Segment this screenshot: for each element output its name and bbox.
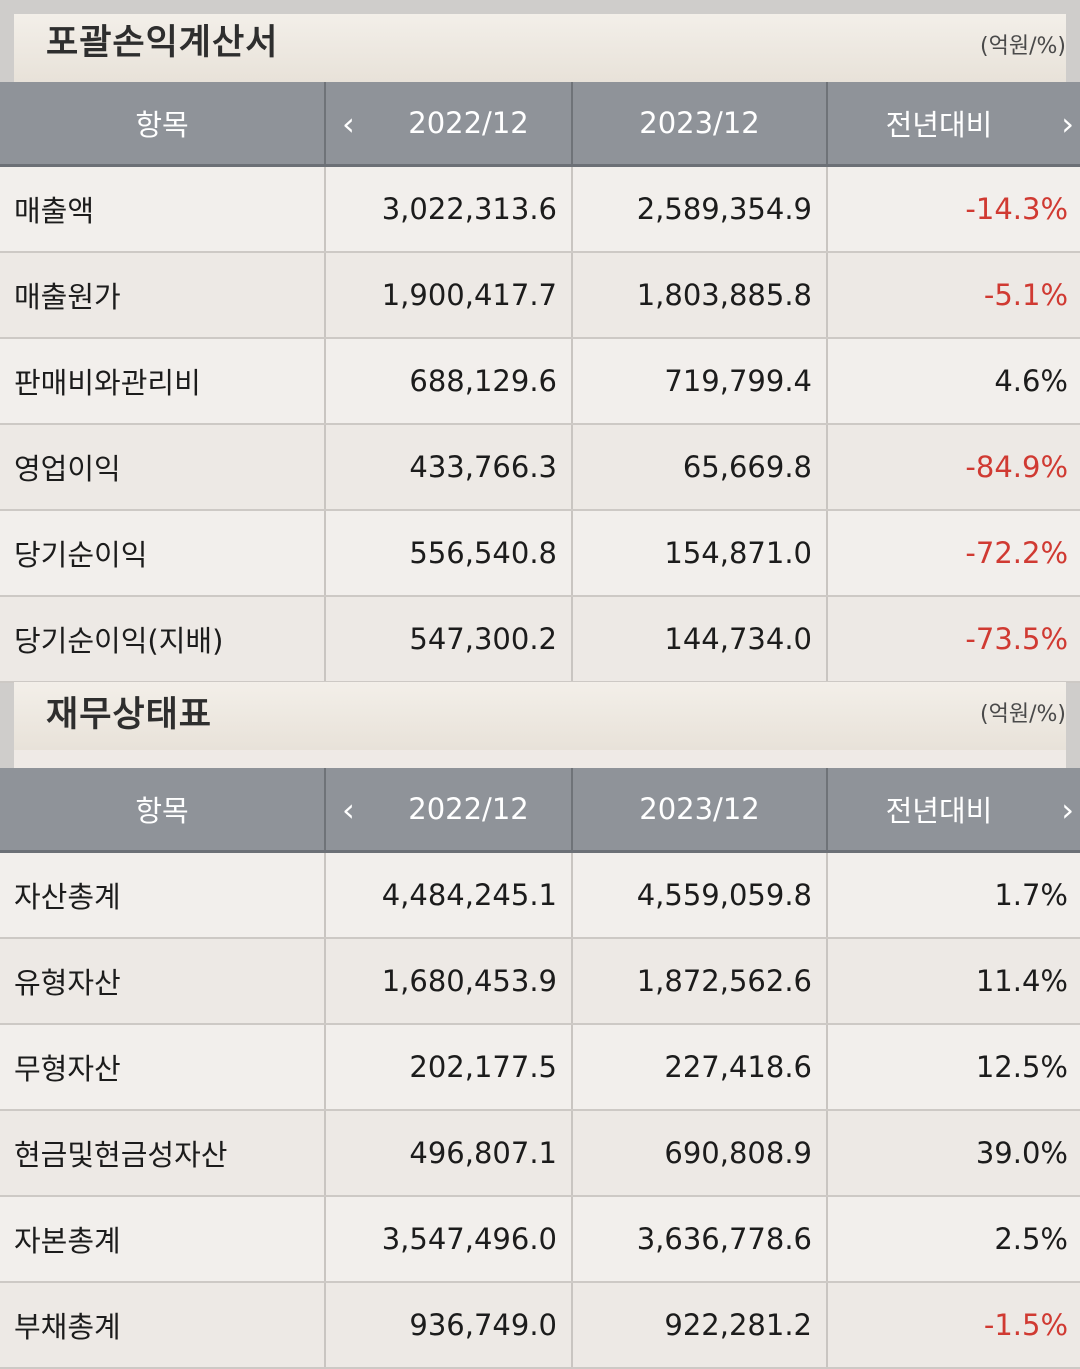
value-curr: 2,589,354.9 [572, 165, 828, 253]
row-label: 자산총계 [0, 851, 326, 939]
row-label: 매출원가 [0, 252, 326, 339]
value-prev: 202,177.5 [325, 1024, 573, 1111]
value-yoy: -73.5% [827, 596, 1080, 683]
balance-sheet-title: 재무상태표 [46, 695, 213, 735]
value-curr: 154,871.0 [572, 510, 828, 597]
value-prev: 547,300.2 [325, 596, 573, 683]
row-label: 판매비와관리비 [0, 338, 326, 425]
value-curr: 1,803,885.8 [572, 252, 828, 339]
value-yoy: 12.5% [827, 1024, 1080, 1111]
column-header-curr: 2023/12 [572, 82, 828, 167]
column-header-item: 항목 [0, 82, 326, 167]
value-curr: 227,418.6 [572, 1024, 828, 1111]
value-curr: 3,636,778.6 [572, 1196, 828, 1283]
chevron-left-icon[interactable]: ‹ [342, 791, 355, 829]
table-row: 매출원가 1,900,417.7 1,803,885.8 -5.1% [0, 252, 1080, 339]
column-header-prev: ‹ 2022/12 [325, 82, 573, 167]
value-prev: 3,022,313.6 [325, 165, 573, 253]
value-prev: 688,129.6 [325, 338, 573, 425]
table-row: 당기순이익(지배) 547,300.2 144,734.0 -73.5% [0, 596, 1080, 683]
row-label: 부채총계 [0, 1282, 326, 1369]
balance-sheet-table: 항목 ‹ 2022/12 2023/12 전년대비 › 자산총계 4,484,24… [0, 768, 1080, 1369]
balance-sheet-header: 재무상태표 (억원/%) [14, 682, 1066, 750]
table-row: 유형자산 1,680,453.9 1,872,562.6 11.4% [0, 938, 1080, 1025]
income-statement-title: 포괄손익계산서 [46, 23, 279, 63]
value-yoy: 1.7% [827, 851, 1080, 939]
table-row: 현금및현금성자산 496,807.1 690,808.9 39.0% [0, 1110, 1080, 1197]
income-statement-panel: 포괄손익계산서 (억원/%) 항목 ‹ 2022/12 2023/12 전년대비… [0, 14, 1080, 683]
value-curr: 1,872,562.6 [572, 938, 828, 1025]
column-header-item: 항목 [0, 768, 326, 853]
table-row: 당기순이익 556,540.8 154,871.0 -72.2% [0, 510, 1080, 597]
row-label: 현금및현금성자산 [0, 1110, 326, 1197]
table-header-row: 항목 ‹ 2022/12 2023/12 전년대비 › [0, 768, 1080, 853]
value-curr: 4,559,059.8 [572, 851, 828, 939]
value-yoy: 2.5% [827, 1196, 1080, 1283]
table-row: 무형자산 202,177.5 227,418.6 12.5% [0, 1024, 1080, 1111]
value-curr: 144,734.0 [572, 596, 828, 683]
column-header-curr: 2023/12 [572, 768, 828, 853]
column-header-yoy: 전년대비 › [827, 768, 1080, 853]
row-label: 무형자산 [0, 1024, 326, 1111]
table-header-row: 항목 ‹ 2022/12 2023/12 전년대비 › [0, 82, 1080, 167]
row-label: 자본총계 [0, 1196, 326, 1283]
value-curr: 922,281.2 [572, 1282, 828, 1369]
table-row: 판매비와관리비 688,129.6 719,799.4 4.6% [0, 338, 1080, 425]
value-prev: 1,900,417.7 [325, 252, 573, 339]
income-statement-table: 항목 ‹ 2022/12 2023/12 전년대비 › 매출액 3,022,313… [0, 82, 1080, 683]
value-prev: 1,680,453.9 [325, 938, 573, 1025]
row-label: 매출액 [0, 165, 326, 253]
table-row: 자본총계 3,547,496.0 3,636,778.6 2.5% [0, 1196, 1080, 1283]
row-label: 영업이익 [0, 424, 326, 511]
table-row: 자산총계 4,484,245.1 4,559,059.8 1.7% [0, 851, 1080, 939]
value-prev: 4,484,245.1 [325, 851, 573, 939]
value-yoy: 11.4% [827, 938, 1080, 1025]
value-yoy: 4.6% [827, 338, 1080, 425]
value-yoy: 39.0% [827, 1110, 1080, 1197]
value-prev: 556,540.8 [325, 510, 573, 597]
chevron-right-icon[interactable]: › [1061, 105, 1074, 143]
table-row: 매출액 3,022,313.6 2,589,354.9 -14.3% [0, 165, 1080, 253]
chevron-left-icon[interactable]: ‹ [342, 105, 355, 143]
value-curr: 719,799.4 [572, 338, 828, 425]
value-prev: 433,766.3 [325, 424, 573, 511]
chevron-right-icon[interactable]: › [1061, 791, 1074, 829]
table-row: 부채총계 936,749.0 922,281.2 -1.5% [0, 1282, 1080, 1369]
row-label: 유형자산 [0, 938, 326, 1025]
column-header-prev: ‹ 2022/12 [325, 768, 573, 853]
balance-sheet-panel: 재무상태표 (억원/%) 항목 ‹ 2022/12 2023/12 전년대비 › [0, 682, 1080, 1369]
value-curr: 690,808.9 [572, 1110, 828, 1197]
value-yoy: -14.3% [827, 165, 1080, 253]
value-yoy: -5.1% [827, 252, 1080, 339]
value-yoy: -84.9% [827, 424, 1080, 511]
column-header-yoy: 전년대비 › [827, 82, 1080, 167]
table-row: 영업이익 433,766.3 65,669.8 -84.9% [0, 424, 1080, 511]
income-statement-unit: (억원/%) [980, 34, 1066, 59]
row-label: 당기순이익 [0, 510, 326, 597]
row-label: 당기순이익(지배) [0, 596, 326, 683]
balance-sheet-unit: (억원/%) [980, 702, 1066, 727]
value-curr: 65,669.8 [572, 424, 828, 511]
value-yoy: -72.2% [827, 510, 1080, 597]
income-statement-header: 포괄손익계산서 (억원/%) [14, 14, 1066, 82]
value-prev: 496,807.1 [325, 1110, 573, 1197]
value-prev: 3,547,496.0 [325, 1196, 573, 1283]
value-yoy: -1.5% [827, 1282, 1080, 1369]
value-prev: 936,749.0 [325, 1282, 573, 1369]
